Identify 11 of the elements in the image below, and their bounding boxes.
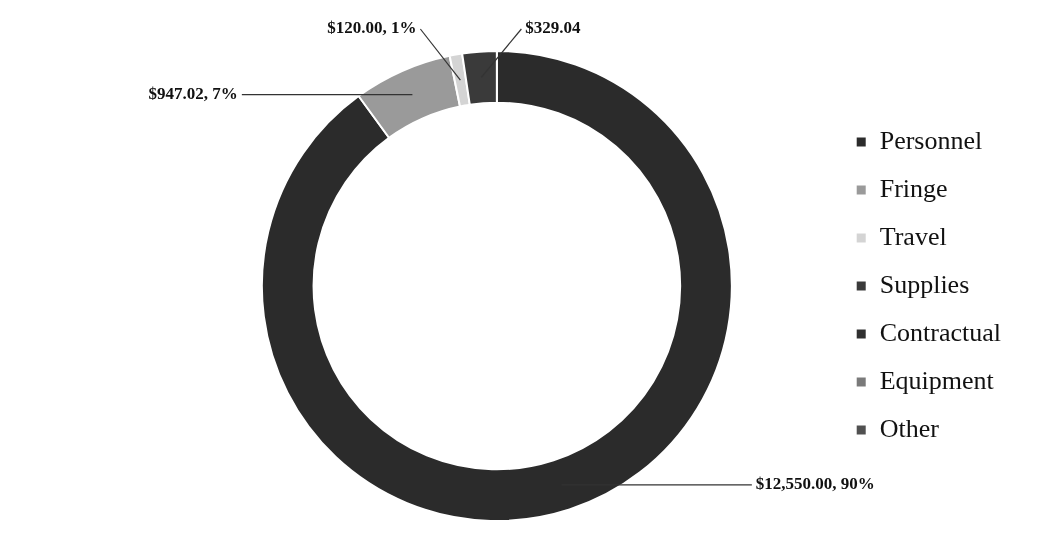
legend-label: Personnel xyxy=(879,125,983,155)
legend-label: Other xyxy=(879,413,940,443)
legend-label: Supplies xyxy=(879,269,970,299)
legend-label: Equipment xyxy=(879,365,995,395)
data-label: $947.02, 7% xyxy=(148,84,238,104)
legend-label: Travel xyxy=(879,221,947,251)
data-label: $120.00, 1% xyxy=(327,18,417,38)
legend-label: Fringe xyxy=(879,173,948,203)
data-label: $329.04 xyxy=(525,18,582,38)
data-label: $12,550.00, 90% xyxy=(755,474,875,494)
legend-label: Contractual xyxy=(879,317,1002,347)
